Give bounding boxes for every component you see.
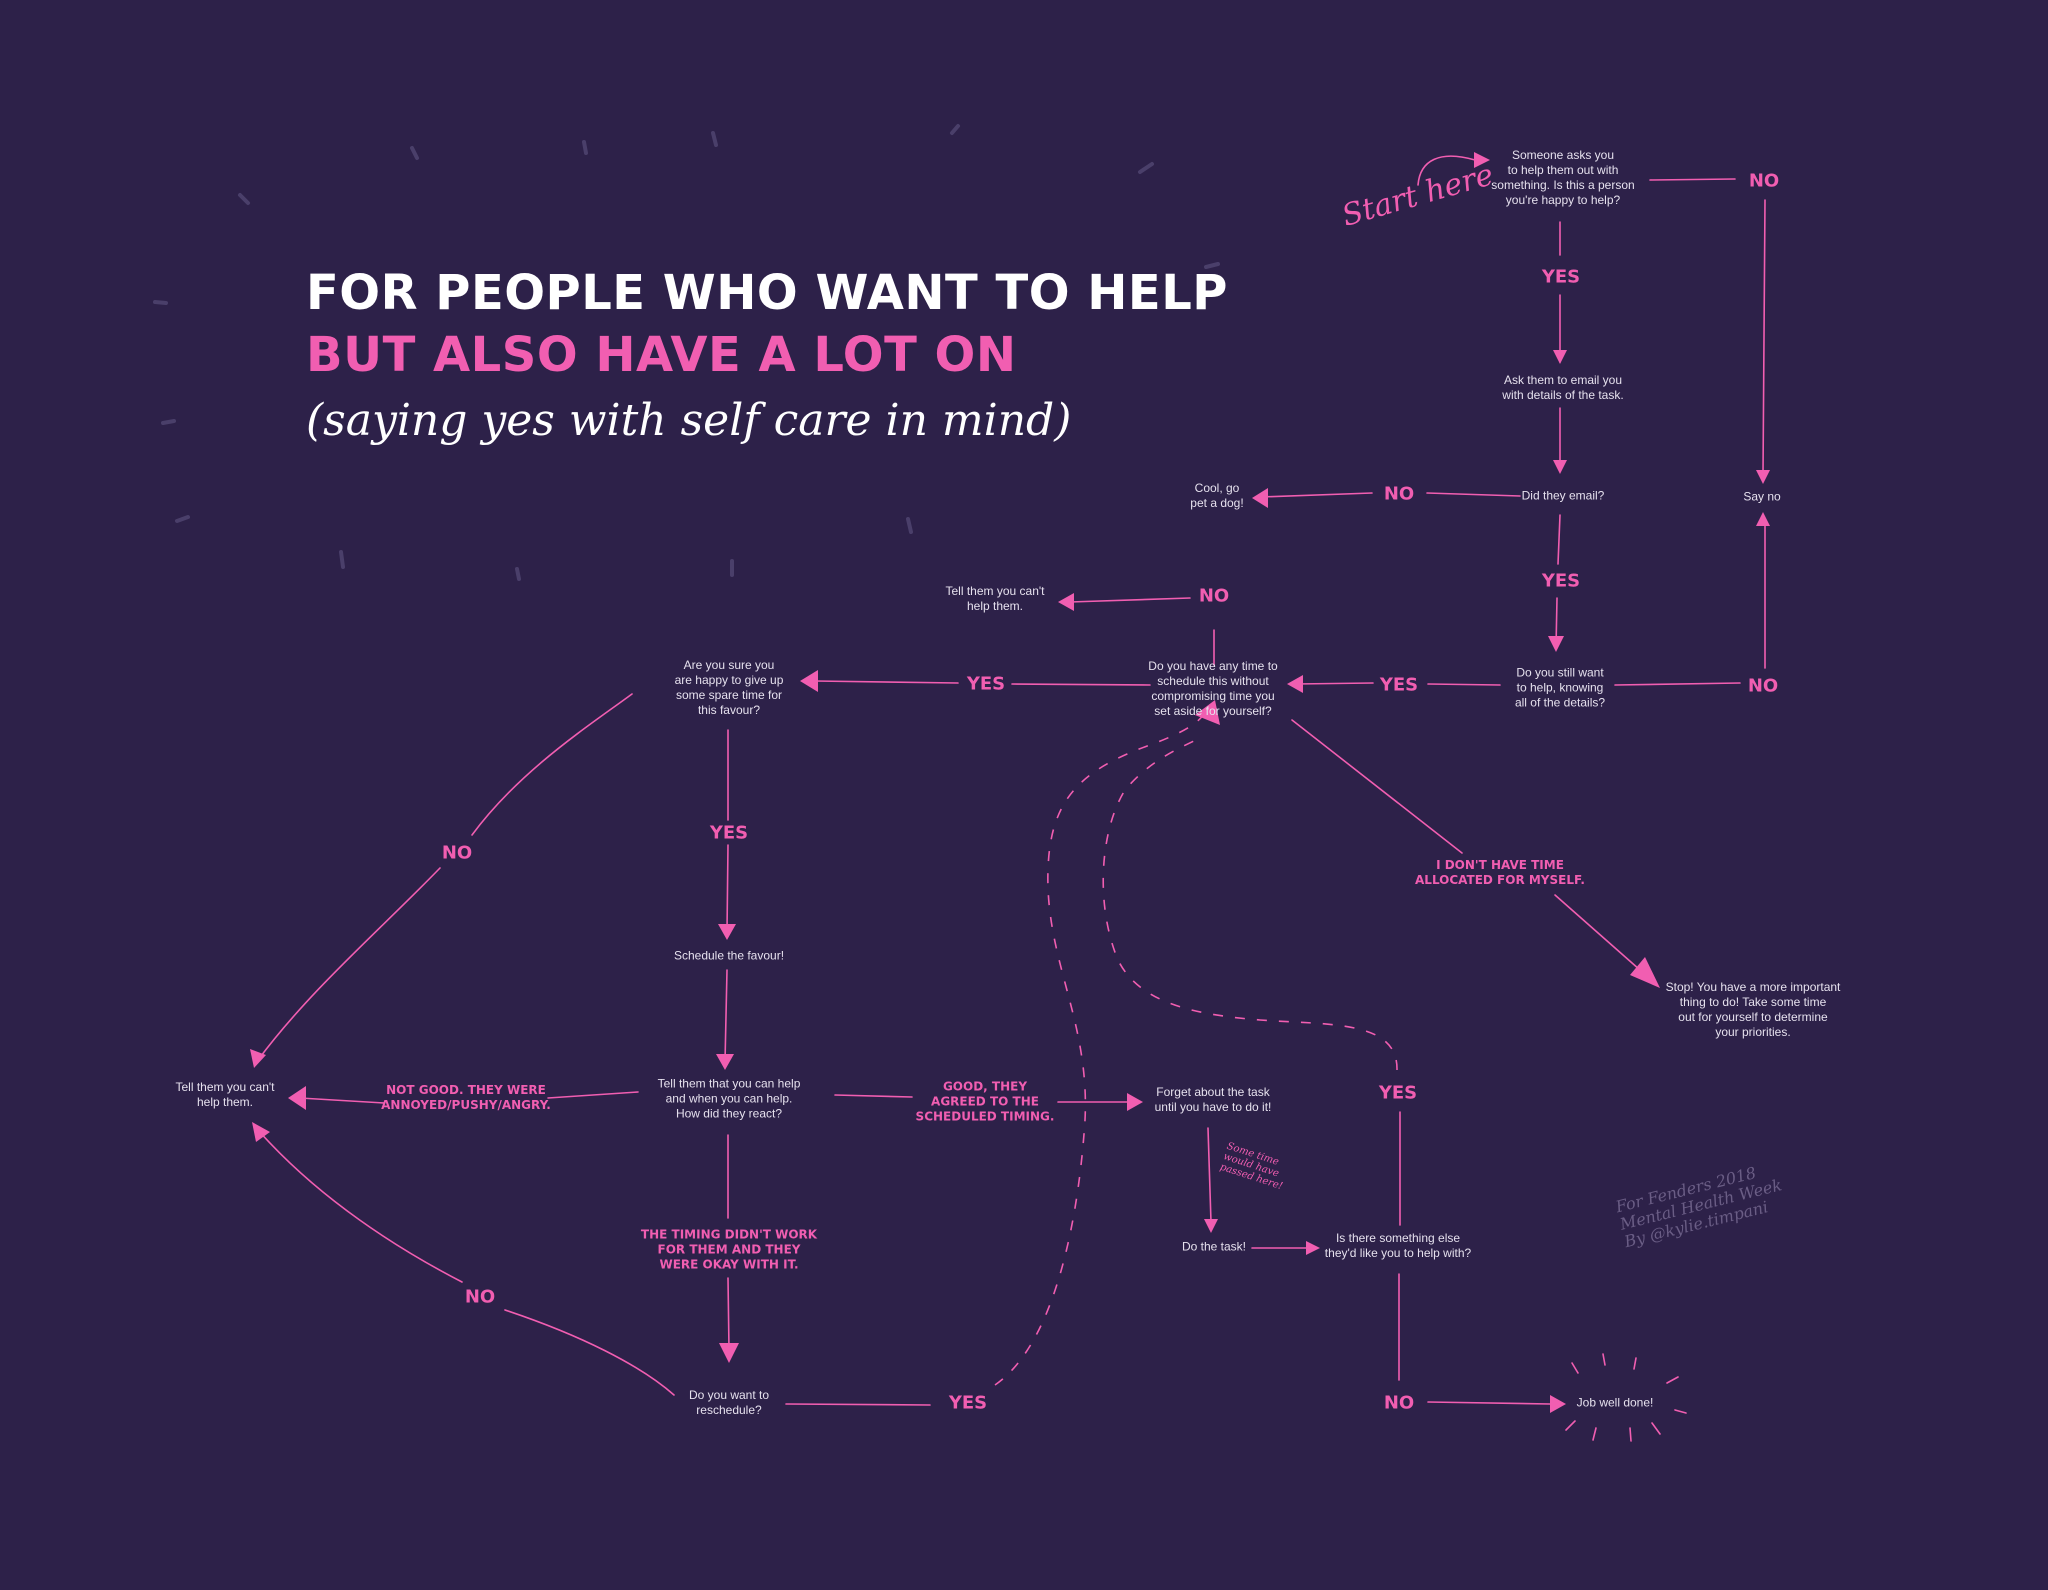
label-yes: YES — [1541, 570, 1581, 592]
label-timing-didnt-work: THE TIMING DIDN'T WORK FOR THEM AND THEY… — [640, 1227, 818, 1272]
node-tell-them-can-help: Tell them that you can help and when you… — [657, 1076, 801, 1121]
label-no: NO — [1383, 483, 1415, 505]
label-no: NO — [1748, 170, 1780, 192]
label-no: NO — [1383, 1392, 1415, 1414]
title-line-2: BUT ALSO HAVE A LOT ON — [306, 327, 1017, 384]
label-no: NO — [441, 842, 473, 864]
title-line-3: (saying yes with self care in mind) — [306, 394, 1072, 446]
label-no: NO — [1198, 585, 1230, 607]
node-stop: Stop! You have a more important thing to… — [1665, 980, 1841, 1039]
label-not-good: NOT GOOD. THEY WERE ANNOYED/PUSHY/ANGRY. — [381, 1083, 551, 1112]
label-no: NO — [1747, 675, 1779, 697]
label-good-agreed: GOOD, THEY AGREED TO THE SCHEDULED TIMIN… — [915, 1079, 1055, 1124]
node-schedule-favour: Schedule the favour! — [673, 948, 785, 963]
title-line-1: FOR PEOPLE WHO WANT TO HELP — [306, 265, 1228, 321]
label-no: NO — [464, 1286, 496, 1308]
node-still-want: Do you still want to help, knowing all o… — [1514, 665, 1606, 710]
node-cant-help-top: Tell them you can't help them. — [945, 584, 1045, 613]
node-say-no: Say no — [1743, 489, 1781, 504]
label-yes: YES — [948, 1392, 988, 1414]
node-any-time: Do you have any time to schedule this wi… — [1148, 659, 1278, 718]
node-job-well-done: Job well done! — [1576, 1395, 1654, 1410]
label-yes: YES — [966, 673, 1006, 695]
node-reschedule: Do you want to reschedule? — [688, 1388, 770, 1417]
title-block: FOR PEOPLE WHO WANT TO HELP BUT ALSO HAV… — [306, 262, 1228, 446]
node-something-else: Is there something else they'd like you … — [1324, 1231, 1472, 1260]
label-no-time-allocated: I DON'T HAVE TIME ALLOCATED FOR MYSELF. — [1415, 858, 1585, 887]
label-yes: YES — [709, 822, 749, 844]
node-ask-email: Ask them to email you with details of th… — [1502, 373, 1624, 402]
node-someone-asks: Someone asks you to help them out with s… — [1491, 148, 1635, 207]
node-did-they-email: Did they email? — [1521, 488, 1605, 503]
node-cant-help-left: Tell them you can't help them. — [175, 1080, 275, 1109]
label-yes: YES — [1378, 1082, 1418, 1104]
node-are-you-sure: Are you sure you are happy to give up so… — [674, 658, 784, 717]
node-cool-pet-dog: Cool, go pet a dog! — [1190, 481, 1244, 510]
node-do-task: Do the task! — [1181, 1239, 1247, 1254]
label-yes: YES — [1379, 674, 1419, 696]
label-yes: YES — [1541, 266, 1581, 288]
node-forget-task: Forget about the task until you have to … — [1154, 1085, 1272, 1114]
